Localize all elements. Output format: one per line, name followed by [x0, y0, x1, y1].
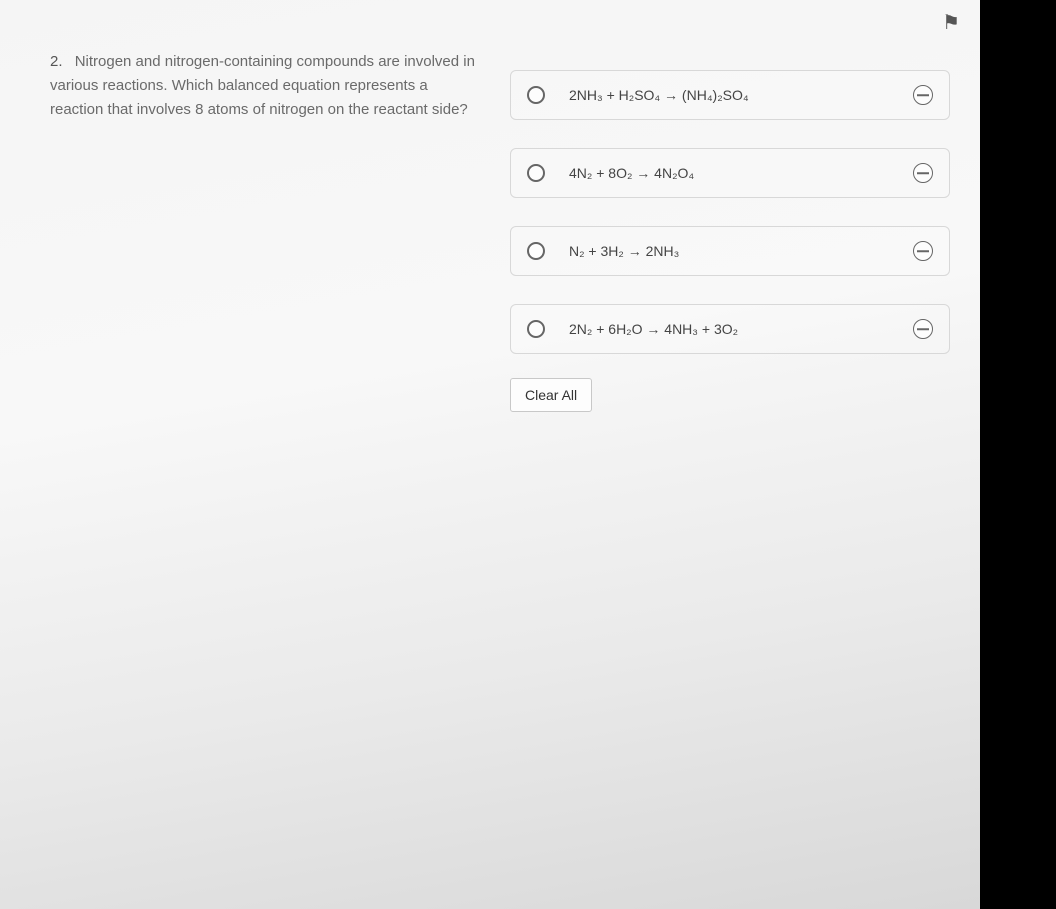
radio-icon[interactable]	[527, 86, 545, 104]
flag-icon[interactable]: ⚑	[942, 10, 960, 35]
options-column: 2NH₃ + H₂SO₄ → (NH₄)₂SO₄ 4N₂ + 8O₂ → 4N₂…	[510, 50, 950, 412]
equation-text: 4N₂ + 8O₂ → 4N₂O₄	[569, 165, 889, 181]
option-b[interactable]: 4N₂ + 8O₂ → 4N₂O₄	[510, 148, 950, 198]
radio-icon[interactable]	[527, 164, 545, 182]
strikeout-icon[interactable]	[913, 319, 933, 339]
clear-all-button[interactable]: Clear All	[510, 378, 592, 412]
question-text: Nitrogen and nitrogen-containing compoun…	[50, 53, 475, 118]
strikeout-icon[interactable]	[913, 85, 933, 105]
equation-text: N₂ + 3H₂ → 2NH₃	[569, 243, 889, 259]
radio-icon[interactable]	[527, 242, 545, 260]
equation-text: 2N₂ + 6H₂O → 4NH₃ + 3O₂	[569, 321, 889, 337]
content-row: 2. Nitrogen and nitrogen-containing comp…	[50, 50, 950, 412]
strikeout-icon[interactable]	[913, 163, 933, 183]
equation-text: 2NH₃ + H₂SO₄ → (NH₄)₂SO₄	[569, 87, 889, 103]
strikeout-icon[interactable]	[913, 241, 933, 261]
question-column: 2. Nitrogen and nitrogen-containing comp…	[50, 50, 480, 412]
radio-icon[interactable]	[527, 320, 545, 338]
option-a[interactable]: 2NH₃ + H₂SO₄ → (NH₄)₂SO₄	[510, 70, 950, 120]
option-d[interactable]: 2N₂ + 6H₂O → 4NH₃ + 3O₂	[510, 304, 950, 354]
question-number: 2.	[50, 53, 63, 70]
option-c[interactable]: N₂ + 3H₂ → 2NH₃	[510, 226, 950, 276]
quiz-page: ⚑ 2. Nitrogen and nitrogen-containing co…	[0, 0, 980, 909]
